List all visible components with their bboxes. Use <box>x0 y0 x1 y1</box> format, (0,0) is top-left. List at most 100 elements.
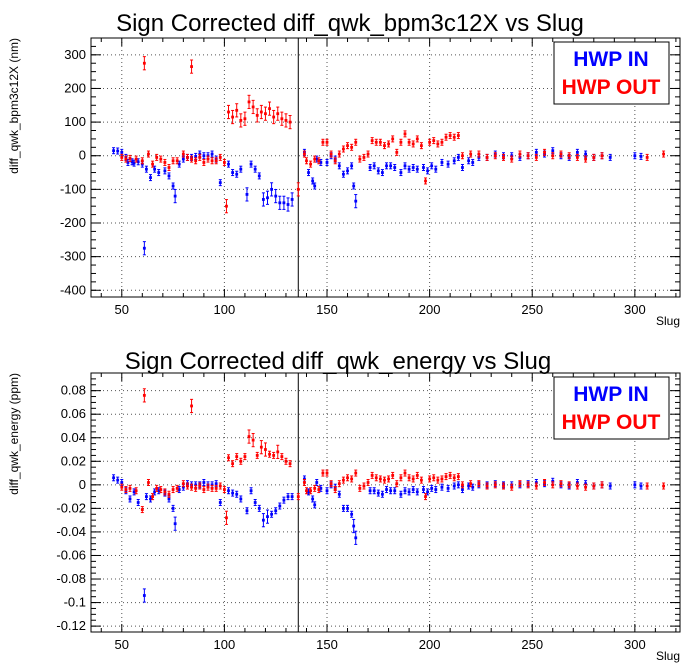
data-point <box>510 157 514 161</box>
legend-box <box>553 376 670 440</box>
data-point <box>461 166 464 169</box>
data-point <box>290 198 294 201</box>
data-point <box>225 516 228 520</box>
data-point <box>502 484 505 488</box>
data-point <box>249 162 253 166</box>
y-axis-label: diff_qwk_energy (ppm) <box>7 373 21 495</box>
data-point <box>171 506 175 510</box>
data-point <box>415 137 419 141</box>
data-point <box>378 140 382 144</box>
data-point <box>245 509 249 513</box>
data-point <box>452 135 456 139</box>
data-point <box>376 169 380 173</box>
data-point <box>662 152 665 156</box>
data-point <box>639 155 643 158</box>
data-point <box>130 160 134 164</box>
data-point <box>362 156 366 159</box>
series-hwp-out <box>120 56 666 214</box>
data-point <box>346 169 349 173</box>
data-point <box>210 486 214 490</box>
legend: HWP IN HWP OUT <box>553 376 670 440</box>
y-tick-label: 0 <box>79 477 86 492</box>
data-point <box>255 113 259 117</box>
data-point <box>190 65 193 68</box>
data-point <box>157 489 161 493</box>
data-point <box>305 489 308 493</box>
data-point <box>278 504 282 508</box>
data-point <box>337 492 341 496</box>
data-point <box>493 483 497 487</box>
data-point <box>186 484 189 488</box>
y-tick-label: -0.12 <box>56 618 86 633</box>
data-point <box>428 477 432 481</box>
data-point <box>231 462 235 466</box>
panel-energy: Sign Corrected diff_qwk_energy vs Slug 5… <box>7 348 681 663</box>
data-point <box>534 481 538 484</box>
x-tick-label: 200 <box>419 637 441 652</box>
data-point <box>354 199 358 203</box>
data-point <box>206 485 210 489</box>
data-point <box>354 536 358 540</box>
data-point <box>149 497 152 501</box>
data-point <box>432 139 436 142</box>
data-point <box>352 184 356 188</box>
y-tick-label: 200 <box>64 80 86 95</box>
data-point <box>261 198 265 201</box>
data-point <box>278 201 282 205</box>
data-point <box>526 483 530 487</box>
data-point <box>313 184 317 188</box>
data-point <box>317 159 321 163</box>
data-point <box>346 476 349 480</box>
data-point <box>389 164 393 168</box>
data-point <box>142 246 146 250</box>
data-point <box>120 156 124 159</box>
data-point <box>411 488 415 491</box>
data-point <box>128 157 132 160</box>
data-point <box>411 166 415 169</box>
y-tick-label: -300 <box>60 249 86 264</box>
data-point <box>116 478 120 482</box>
data-point <box>181 157 185 161</box>
data-point <box>181 152 185 156</box>
data-point <box>153 490 157 494</box>
data-point <box>303 481 306 484</box>
data-point <box>342 478 345 482</box>
data-point <box>198 484 202 488</box>
data-point <box>592 156 596 159</box>
data-point <box>186 156 189 159</box>
data-point <box>448 474 452 477</box>
data-point <box>231 491 235 495</box>
data-point <box>376 491 380 495</box>
data-point <box>155 156 159 159</box>
data-point <box>368 166 372 169</box>
data-point <box>315 157 319 161</box>
data-point <box>448 134 452 137</box>
data-point <box>559 152 563 156</box>
data-points <box>112 388 666 603</box>
data-point <box>259 110 263 114</box>
data-point <box>510 485 514 489</box>
data-point <box>149 176 152 179</box>
data-point <box>518 482 522 486</box>
data-point <box>567 483 571 487</box>
axis-ticks: 50 100 150 200 250 300 -0.12 -0.1 -0.08 -0.06 -0.0… <box>56 372 680 652</box>
data-point <box>235 172 239 176</box>
data-point <box>202 154 206 158</box>
data-point <box>274 194 278 198</box>
data-point <box>284 119 288 122</box>
data-point <box>575 156 579 159</box>
data-point <box>231 171 235 174</box>
data-point <box>350 512 354 516</box>
data-point <box>253 167 257 171</box>
data-point <box>415 474 419 477</box>
data-point <box>387 142 390 146</box>
data-point <box>452 159 456 163</box>
data-point <box>461 488 464 491</box>
data-point <box>264 112 267 116</box>
data-point <box>296 495 300 499</box>
data-point <box>222 488 226 491</box>
data-point <box>239 167 243 171</box>
legend-entry-hwp-out: HWP OUT <box>562 411 661 434</box>
data-point <box>235 455 239 458</box>
data-point <box>210 152 214 156</box>
